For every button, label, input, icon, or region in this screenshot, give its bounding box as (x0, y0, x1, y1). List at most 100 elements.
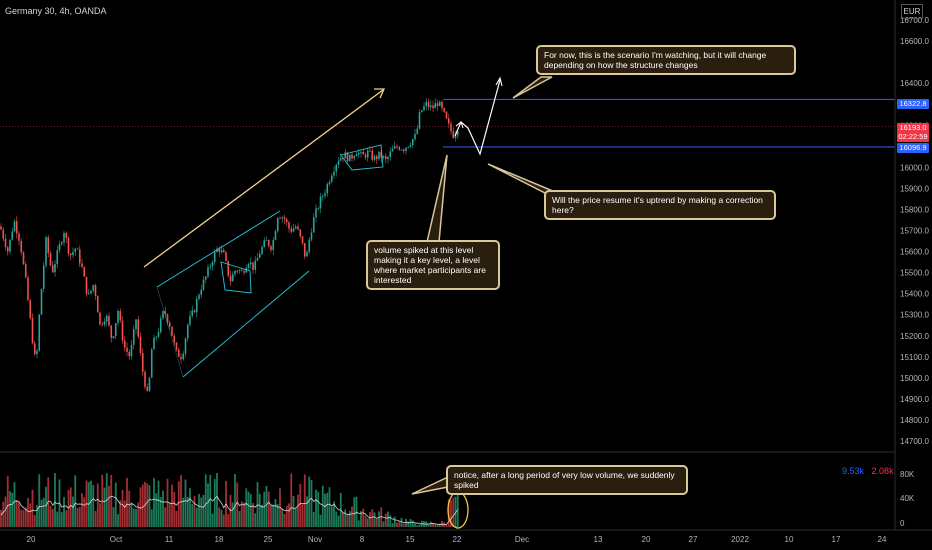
candle-body (360, 151, 362, 153)
volume-bar (155, 493, 158, 527)
note-scenario[interactable]: For now, this is the scenario I'm watchi… (536, 45, 796, 75)
price-tick-label: 15800.0 (900, 205, 929, 214)
currency-badge[interactable]: EUR (901, 4, 923, 19)
symbol-title[interactable]: Germany 30, 4h, OANDA (5, 6, 107, 16)
candle-body (292, 228, 295, 232)
volume-bar (436, 524, 439, 527)
candle-body (454, 135, 457, 138)
volume-bar (281, 509, 284, 527)
note-volume-key[interactable]: volume spiked at this level making it a … (366, 240, 500, 290)
volume-bar (445, 524, 448, 527)
volume-bar (454, 496, 457, 527)
trend-arrow[interactable] (143, 89, 384, 268)
note-volume-spike[interactable]: notice, after a long period of very low … (446, 465, 688, 495)
volume-bar (189, 488, 191, 527)
volume-bar (292, 496, 295, 527)
volume-bar (342, 512, 344, 527)
volume-bar (117, 514, 119, 527)
candle-body (2, 229, 5, 239)
volume-bar (326, 492, 329, 527)
volume-bar (198, 494, 200, 527)
candle-body (308, 239, 311, 252)
price-tick-label: 16600.0 (900, 37, 929, 46)
channel-upper-line[interactable] (156, 210, 281, 288)
candle-body (51, 265, 54, 273)
volume-bar (414, 523, 416, 527)
candle-body (159, 318, 162, 333)
candle-body (382, 156, 385, 158)
volume-bar (222, 514, 225, 527)
flag-pattern-box[interactable] (220, 261, 252, 294)
volume-bar (317, 491, 320, 527)
volume-bar (330, 506, 333, 527)
volume-bar (78, 507, 81, 527)
candle-body (150, 349, 153, 378)
price-tick-label: 15700.0 (900, 227, 929, 236)
candle-body (297, 226, 299, 230)
volume-bar (40, 499, 43, 527)
candle-body (321, 195, 324, 197)
candle-body (355, 154, 358, 157)
candle-body (108, 315, 110, 326)
candle-body (328, 182, 331, 185)
candle-body (438, 101, 441, 107)
candle-body (85, 276, 88, 295)
time-tick-label: 18 (215, 535, 224, 544)
scenario-projection-path[interactable] (454, 79, 501, 156)
candle-body (58, 244, 61, 251)
volume-bar (364, 515, 367, 527)
volume-bar (409, 519, 412, 527)
volume-bar (166, 478, 169, 527)
candle-body (357, 152, 360, 155)
volume-bar (312, 511, 315, 527)
volume-bar (2, 501, 5, 527)
volume-bar (416, 525, 419, 527)
candle-body (285, 219, 288, 223)
volume-tick-label: 40K (900, 494, 915, 503)
volume-bar (243, 502, 245, 527)
volume-bar (200, 497, 203, 527)
candle-body (326, 184, 329, 194)
price-tick-label: 16400.0 (900, 79, 929, 88)
volume-bar (92, 485, 95, 527)
note-correction[interactable]: Will the price resume it's uptrend by ma… (544, 190, 776, 220)
volume-bar (288, 503, 290, 527)
candle-body (69, 253, 72, 256)
candle-body (0, 226, 2, 230)
candle-body (141, 353, 144, 372)
volume-bar (171, 484, 173, 527)
volume-legend: 9.53k 2.08k (842, 466, 894, 476)
candle-body (452, 131, 455, 138)
candle-body (114, 323, 117, 337)
candle-body (247, 264, 250, 268)
candle-body (193, 310, 196, 313)
volume-bar (319, 514, 322, 527)
flag-pattern-box[interactable] (340, 144, 384, 171)
candle-body (238, 270, 241, 272)
volume-bar (236, 482, 239, 527)
volume-bar (328, 487, 331, 527)
volume-bar (81, 493, 83, 527)
volume-bar (285, 505, 288, 527)
volume-bar (18, 502, 20, 527)
time-tick-label: 8 (360, 535, 365, 544)
volume-bar (15, 499, 18, 527)
volume-pane[interactable] (0, 451, 895, 527)
candle-body (373, 156, 376, 160)
candle-body (65, 232, 68, 238)
volume-bar (438, 523, 441, 527)
volume-bar (9, 491, 11, 527)
volume-bar (159, 497, 162, 527)
volume-bar (263, 491, 266, 527)
candle-body (411, 139, 414, 145)
volume-bar (418, 525, 421, 527)
volume-bar (411, 520, 414, 527)
volume-bar (148, 485, 151, 527)
channel-lower-line[interactable] (182, 270, 310, 378)
time-axis[interactable]: 20 Oct 11 18 25 Nov 8 15 22 Dec 13 20 27 2022 10 17 24 (0, 529, 932, 544)
price-pane[interactable] (0, 98, 895, 392)
volume-bar (103, 487, 106, 527)
volume-bar (393, 516, 396, 527)
volume-bar (348, 510, 351, 527)
